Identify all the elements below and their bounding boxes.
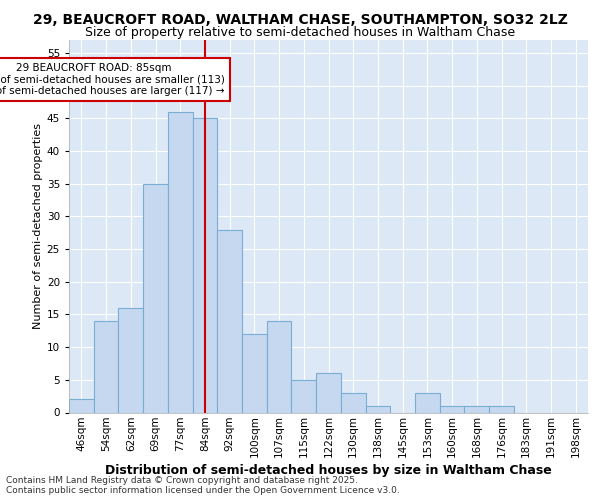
Bar xyxy=(267,321,292,412)
Bar xyxy=(242,334,267,412)
Bar xyxy=(316,374,341,412)
Bar xyxy=(489,406,514,412)
Y-axis label: Number of semi-detached properties: Number of semi-detached properties xyxy=(32,123,43,329)
Bar xyxy=(341,393,365,412)
Bar xyxy=(193,118,217,412)
Text: 29, BEAUCROFT ROAD, WALTHAM CHASE, SOUTHAMPTON, SO32 2LZ: 29, BEAUCROFT ROAD, WALTHAM CHASE, SOUTH… xyxy=(32,12,568,26)
Bar xyxy=(365,406,390,412)
Bar xyxy=(440,406,464,412)
Text: Contains HM Land Registry data © Crown copyright and database right 2025.
Contai: Contains HM Land Registry data © Crown c… xyxy=(6,476,400,495)
Text: Size of property relative to semi-detached houses in Waltham Chase: Size of property relative to semi-detach… xyxy=(85,26,515,39)
Bar xyxy=(464,406,489,412)
Bar xyxy=(168,112,193,412)
X-axis label: Distribution of semi-detached houses by size in Waltham Chase: Distribution of semi-detached houses by … xyxy=(105,464,552,477)
Bar xyxy=(143,184,168,412)
Bar xyxy=(69,400,94,412)
Bar xyxy=(118,308,143,412)
Bar xyxy=(94,321,118,412)
Bar xyxy=(292,380,316,412)
Text: 29 BEAUCROFT ROAD: 85sqm
← 49% of semi-detached houses are smaller (113)
  50% o: 29 BEAUCROFT ROAD: 85sqm ← 49% of semi-d… xyxy=(0,63,225,96)
Bar xyxy=(217,230,242,412)
Bar xyxy=(415,393,440,412)
